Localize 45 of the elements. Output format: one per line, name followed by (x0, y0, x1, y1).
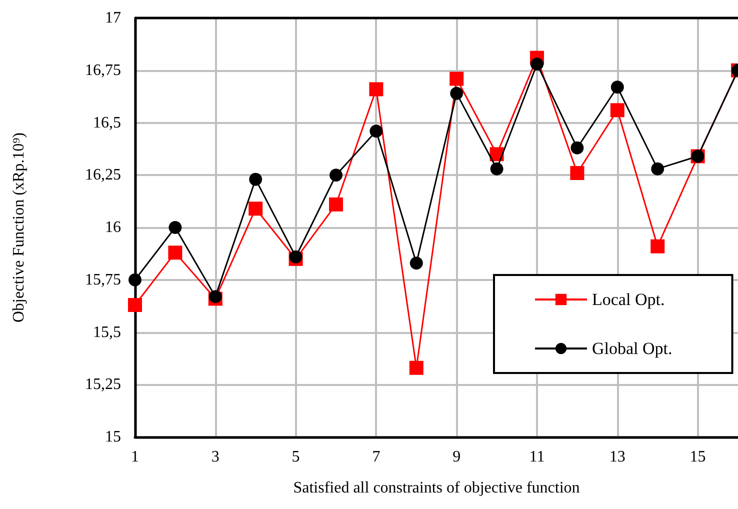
point (128, 298, 142, 312)
point (610, 103, 624, 118)
point (650, 239, 665, 254)
legend-label: Global Opt. (592, 339, 672, 358)
point (168, 246, 182, 260)
y-axis-title: Objective Function (xRp.10⁹) (10, 132, 28, 322)
point (128, 273, 142, 286)
x-tick-label: 13 (609, 448, 626, 466)
point (369, 82, 384, 96)
y-tick-label: 17 (105, 10, 121, 26)
x-tick-label: 5 (292, 448, 300, 466)
point (289, 250, 302, 264)
legend-label: Local Opt. (592, 290, 665, 309)
x-tick-label: 3 (211, 448, 220, 466)
point (208, 290, 222, 304)
y-tick-label: 16 (105, 219, 121, 236)
x-tick-label: 7 (372, 448, 380, 466)
y-tick-label: 16,5 (93, 114, 121, 132)
y-tick-label: 15,75 (85, 271, 121, 288)
point (530, 58, 544, 71)
x-axis-title: Satisfied all constraints of objective function (293, 480, 580, 496)
point (490, 162, 504, 176)
y-tick-label: 15,5 (93, 324, 121, 341)
x-tick-label: 15 (690, 448, 706, 466)
y-tick-label: 15 (105, 428, 121, 446)
point (330, 168, 342, 182)
x-tick-label: 11 (529, 448, 545, 466)
x-tick-label: 9 (452, 448, 461, 466)
point (370, 124, 383, 138)
point (450, 86, 464, 100)
point (610, 80, 624, 94)
point (249, 172, 262, 186)
point (329, 197, 343, 212)
point (450, 72, 464, 86)
y-tick-label: 15,25 (85, 376, 121, 394)
point (410, 256, 423, 270)
point (570, 141, 584, 154)
point (168, 221, 182, 234)
x-tick-label: 1 (131, 448, 139, 466)
point (570, 166, 584, 180)
point (248, 202, 263, 216)
y-tick-label: 16,25 (85, 166, 121, 184)
point (651, 162, 664, 176)
point (409, 360, 424, 375)
y-tick-label: 16,75 (85, 62, 121, 79)
